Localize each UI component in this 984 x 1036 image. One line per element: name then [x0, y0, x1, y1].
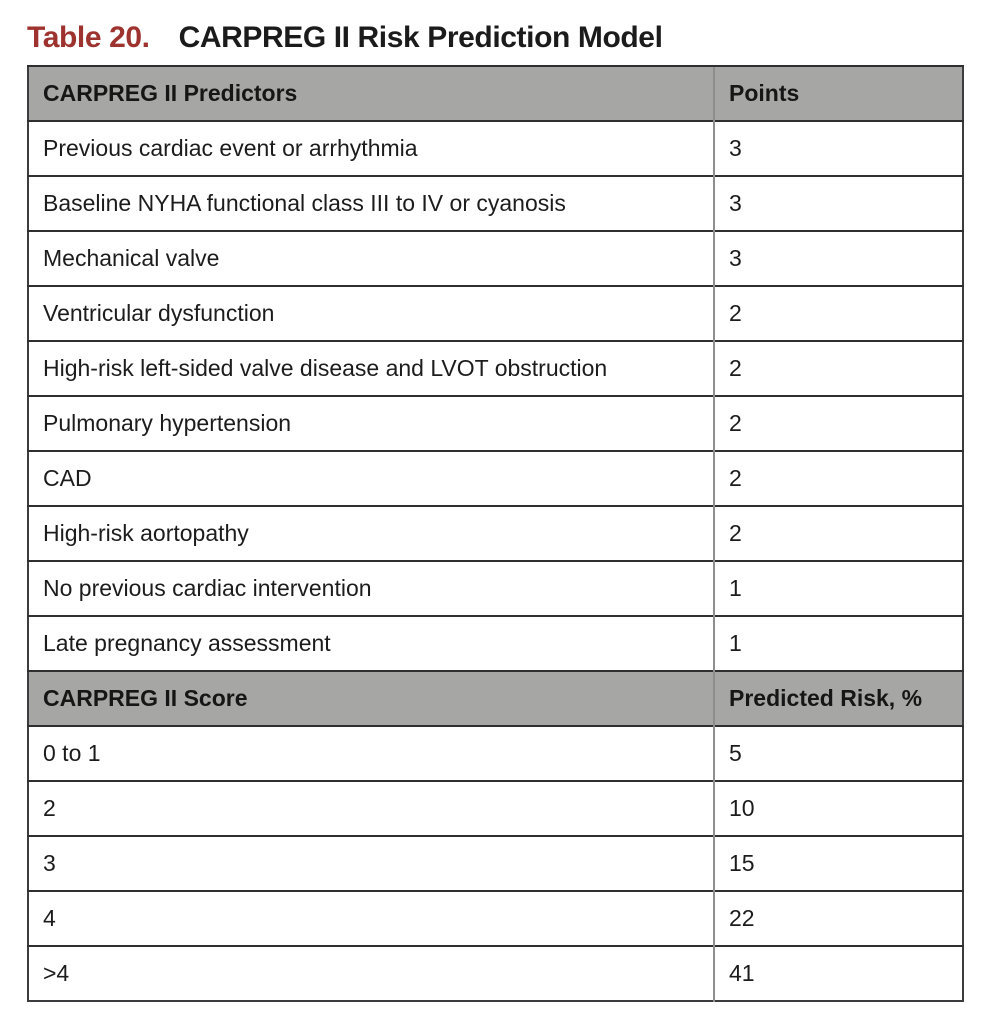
- points-cell: 2: [713, 285, 963, 341]
- table-row: CAD 2: [28, 450, 963, 506]
- table-title-text: CARPREG II Risk Prediction Model: [178, 21, 663, 54]
- table-row: Mechanical valve 3: [28, 230, 963, 286]
- table-row: No previous cardiac intervention 1: [28, 560, 963, 616]
- table-row: Ventricular dysfunction 2: [28, 285, 963, 341]
- table-row: High-risk left-sided valve disease and L…: [28, 340, 963, 396]
- points-cell: 3: [713, 120, 963, 176]
- predictors-header-cell: CARPREG II Predictors: [28, 65, 714, 121]
- predictor-cell: No previous cardiac intervention: [28, 560, 714, 616]
- table-row: Late pregnancy assessment 1: [28, 615, 963, 671]
- predictor-cell: Mechanical valve: [28, 230, 714, 286]
- predictor-cell: Late pregnancy assessment: [28, 615, 714, 671]
- table-row: 0 to 1 5: [28, 725, 963, 781]
- table-row: 3 15: [28, 835, 963, 891]
- score-section: CARPREG II Score Predicted Risk, % 0 to …: [28, 670, 963, 1001]
- risk-cell: 22: [713, 890, 963, 946]
- points-cell: 1: [713, 615, 963, 671]
- predictors-section: CARPREG II Predictors Points Previous ca…: [28, 65, 963, 671]
- predictor-cell: Ventricular dysfunction: [28, 285, 714, 341]
- table-row: Baseline NYHA functional class III to IV…: [28, 175, 963, 231]
- risk-cell: 15: [713, 835, 963, 891]
- table-row: Previous cardiac event or arrhythmia 3: [28, 120, 963, 176]
- table-row: 4 22: [28, 890, 963, 946]
- risk-cell: 10: [713, 780, 963, 836]
- table-number-label: Table 20.: [27, 21, 150, 54]
- points-cell: 2: [713, 340, 963, 396]
- table-row: Pulmonary hypertension 2: [28, 395, 963, 451]
- points-cell: 3: [713, 230, 963, 286]
- score-cell: 3: [28, 835, 714, 891]
- table-row: 2 10: [28, 780, 963, 836]
- points-header-cell: Points: [713, 65, 963, 121]
- score-header-row: CARPREG II Score Predicted Risk, %: [28, 670, 963, 726]
- predictor-cell: Baseline NYHA functional class III to IV…: [28, 175, 714, 231]
- table-title: Table 20. CARPREG II Risk Prediction Mode…: [27, 21, 984, 55]
- carpreg-risk-table: CARPREG II Predictors Points Previous ca…: [27, 65, 964, 1002]
- predicted-risk-header-cell: Predicted Risk, %: [713, 670, 963, 726]
- score-cell: 4: [28, 890, 714, 946]
- risk-cell: 5: [713, 725, 963, 781]
- table-row: >4 41: [28, 945, 963, 1001]
- predictor-cell: CAD: [28, 450, 714, 506]
- points-cell: 2: [713, 450, 963, 506]
- points-cell: 2: [713, 395, 963, 451]
- score-cell: 0 to 1: [28, 725, 714, 781]
- predictor-cell: Pulmonary hypertension: [28, 395, 714, 451]
- points-cell: 2: [713, 505, 963, 561]
- table-row: High-risk aortopathy 2: [28, 505, 963, 561]
- points-cell: 3: [713, 175, 963, 231]
- score-cell: 2: [28, 780, 714, 836]
- predictor-cell: High-risk aortopathy: [28, 505, 714, 561]
- points-cell: 1: [713, 560, 963, 616]
- predictor-cell: High-risk left-sided valve disease and L…: [28, 340, 714, 396]
- score-cell: >4: [28, 945, 714, 1001]
- predictor-cell: Previous cardiac event or arrhythmia: [28, 120, 714, 176]
- risk-cell: 41: [713, 945, 963, 1001]
- predictors-header-row: CARPREG II Predictors Points: [28, 65, 963, 121]
- score-header-cell: CARPREG II Score: [28, 670, 714, 726]
